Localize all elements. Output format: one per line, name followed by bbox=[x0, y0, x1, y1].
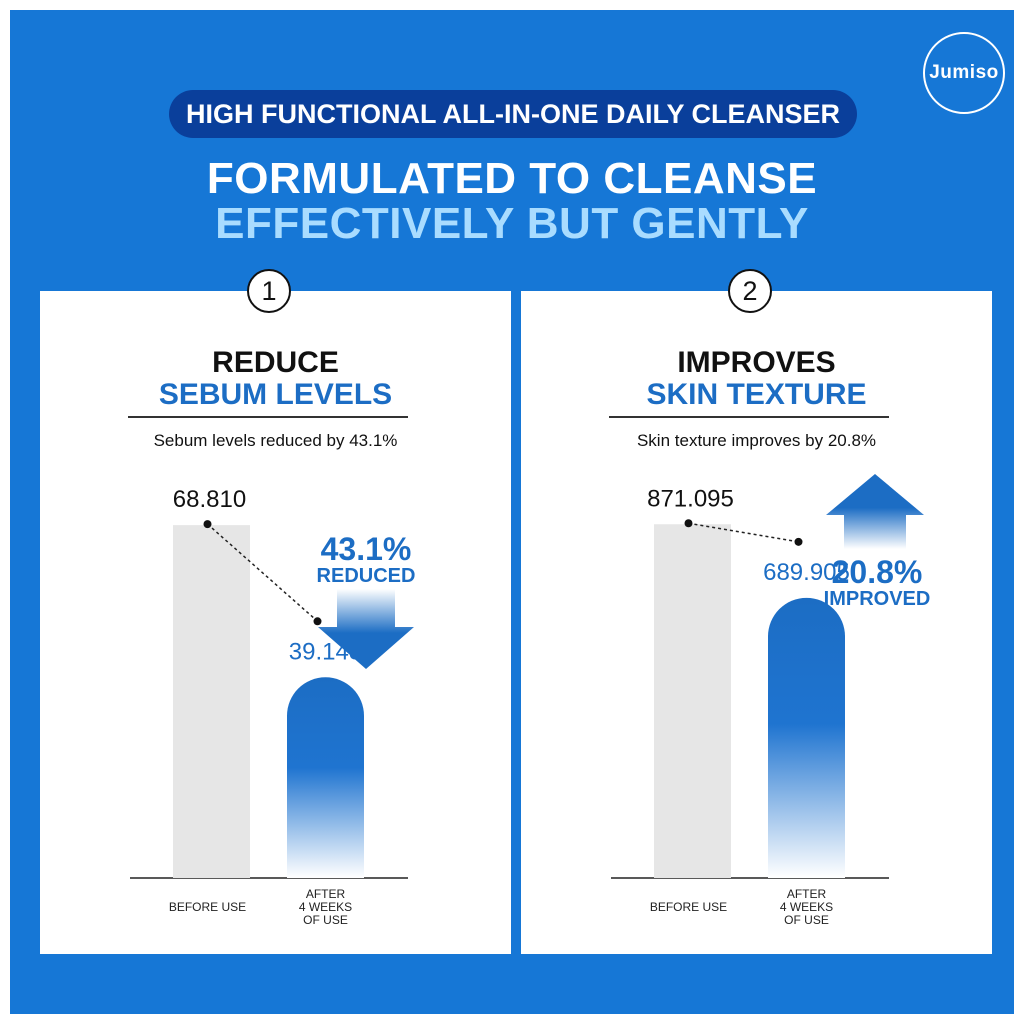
product-tagline-pill: HIGH FUNCTIONAL ALL-IN-ONE DAILY CLEANSE… bbox=[169, 90, 857, 138]
panel-subtitle-title: SEBUM LEVELS bbox=[158, 378, 393, 411]
trend-connector bbox=[688, 522, 799, 543]
change-label: REDUCED bbox=[317, 565, 416, 587]
category-label-after: AFTER 4 WEEKS OF USE bbox=[299, 887, 352, 927]
texture-chart: 871.095 689.905 BEFORE USE AFTER 4 WEEKS OF U… bbox=[611, 474, 931, 927]
panel-number-badge: 1 bbox=[247, 269, 291, 313]
data-point-before bbox=[684, 519, 693, 528]
category-label-before: BEFORE USE bbox=[650, 900, 727, 914]
texture-panel: 2 IMPROVES SKIN TEXTURE Skin texture imp… bbox=[521, 269, 992, 954]
data-point-before bbox=[203, 520, 212, 529]
category-label-after: AFTER 4 WEEKS OF USE bbox=[780, 887, 833, 927]
data-point-after bbox=[794, 537, 803, 546]
change-percent: 20.8% bbox=[832, 554, 923, 590]
trend-connector bbox=[207, 523, 318, 622]
up-arrow-icon bbox=[826, 474, 924, 549]
title-divider bbox=[609, 416, 889, 418]
bar-after-use bbox=[768, 597, 845, 878]
logo-text: Jumiso bbox=[929, 62, 999, 83]
panel-title: IMPROVES bbox=[677, 346, 836, 379]
category-label-before: BEFORE USE bbox=[169, 900, 246, 914]
bar-before-use bbox=[654, 524, 731, 878]
brand-logo: Jumiso bbox=[923, 32, 1005, 114]
headline-line-1: FORMULATED TO CLEANSE bbox=[206, 154, 818, 203]
panel-number-badge: 2 bbox=[728, 269, 772, 313]
bar-after-use bbox=[287, 677, 364, 878]
panel-caption: Sebum levels reduced by 43.1% bbox=[153, 431, 398, 450]
panel-title: REDUCE bbox=[212, 346, 339, 379]
panel-caption: Skin texture improves by 20.8% bbox=[636, 431, 877, 450]
data-point-after bbox=[313, 617, 322, 626]
value-label-before: 871.095 bbox=[647, 485, 734, 512]
value-label-before: 68.810 bbox=[173, 486, 246, 513]
down-arrow-icon bbox=[318, 589, 414, 669]
change-percent: 43.1% bbox=[321, 531, 412, 567]
sebum-panel: 1 REDUCE SEBUM LEVELS Sebum levels reduc… bbox=[40, 269, 511, 954]
value-label-after: 689.905 bbox=[763, 559, 850, 586]
headline-line-2: EFFECTIVELY BUT GENTLY bbox=[215, 199, 809, 248]
change-label: IMPROVED bbox=[824, 588, 931, 610]
bar-before-use bbox=[173, 525, 250, 878]
panel-subtitle-title: SKIN TEXTURE bbox=[646, 378, 867, 411]
product-tagline: HIGH FUNCTIONAL ALL-IN-ONE DAILY CLEANSE… bbox=[185, 98, 840, 129]
title-divider bbox=[128, 416, 408, 418]
